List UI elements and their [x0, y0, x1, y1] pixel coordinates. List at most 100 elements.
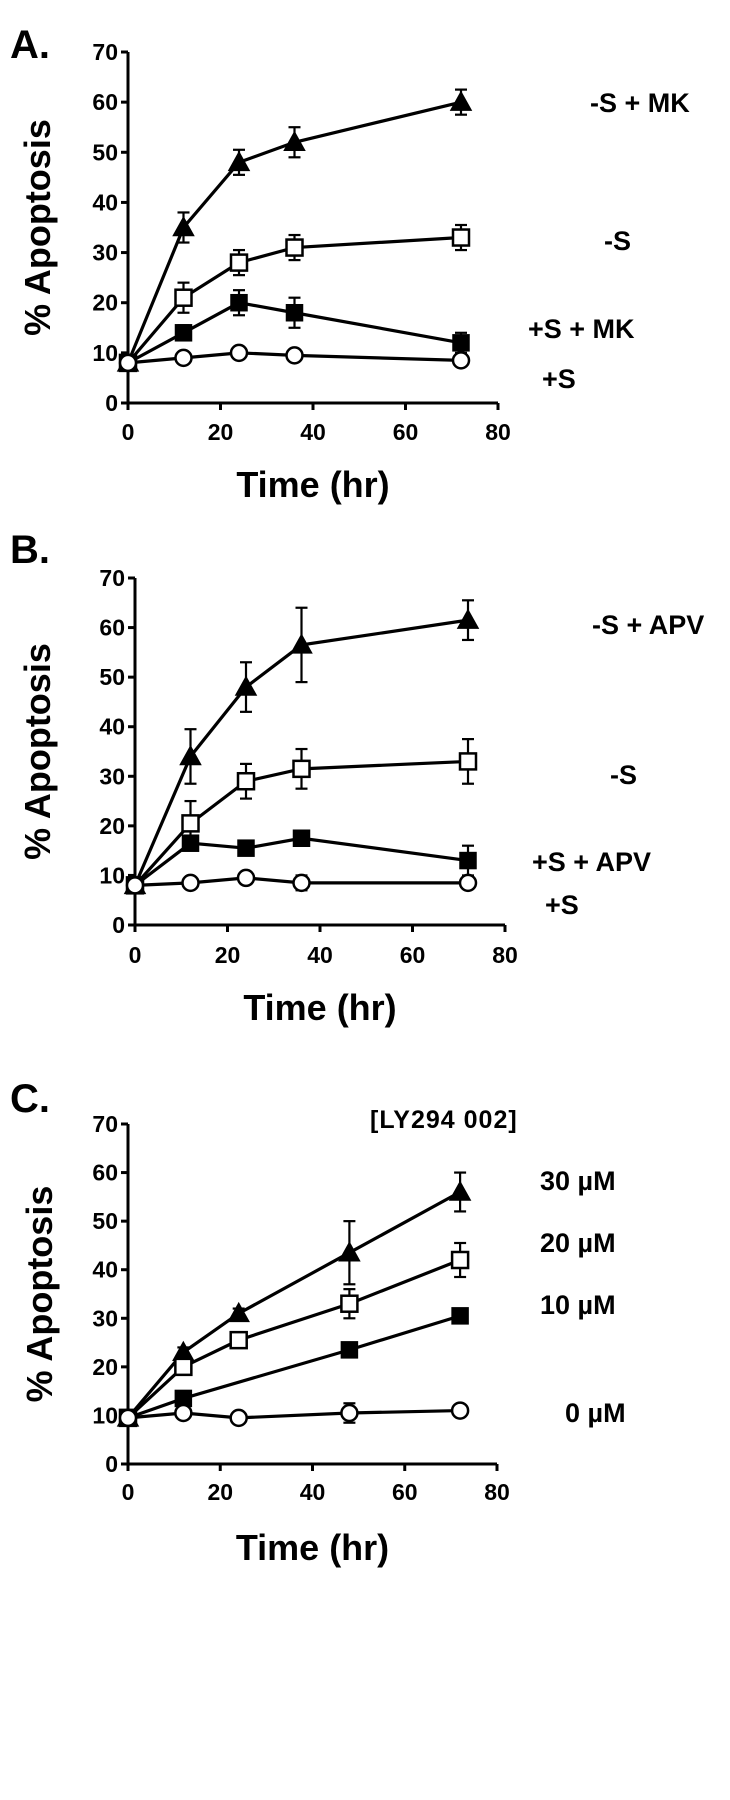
- panel-b: B. 0 10 20 30 40 50 60 70 0 20 40 60 80 Time (hr) % Apo…: [10, 528, 704, 1028]
- data-point: [227, 150, 251, 172]
- y-tick-label: 20: [92, 290, 118, 316]
- series-label: +S: [542, 364, 576, 394]
- data-point: [172, 1340, 195, 1362]
- x-tick-label: 40: [307, 942, 333, 968]
- series-label: -S + APV: [592, 610, 704, 640]
- y-tick-label: 10: [99, 862, 125, 888]
- x-tick-label: 80: [485, 419, 511, 445]
- panel-a: A. 0 10 20 30 40 50 60 70 0 20 40 60 80 Time (hr) % Apo…: [10, 23, 690, 505]
- data-point: [174, 324, 193, 342]
- x-tick-label: 60: [400, 942, 426, 968]
- data-point: [340, 1294, 359, 1313]
- data-point: [338, 1241, 361, 1262]
- y-tick-label: 0: [112, 912, 125, 938]
- x-tick-label: 80: [492, 942, 518, 968]
- series-label: -S + MK: [590, 88, 690, 118]
- y-tick-label: 20: [99, 813, 125, 839]
- series-3: +S: [125, 868, 579, 920]
- y-tick-label: 10: [92, 1402, 118, 1428]
- series-label: +S + APV: [532, 847, 651, 877]
- data-point: [340, 1403, 359, 1423]
- series-label: 20 µM: [540, 1228, 616, 1258]
- y-tick-label: 0: [105, 1451, 118, 1477]
- data-point: [174, 348, 193, 368]
- data-point: [227, 1301, 250, 1323]
- series-line: [126, 1190, 461, 1419]
- panel-c: C. 0 10 20 30 40 50 60 70 0 20 40 60 80 Time (hr) % Apo…: [10, 1077, 626, 1568]
- data-point: [236, 868, 256, 888]
- data-point: [172, 215, 195, 237]
- y-tick-label: 30: [92, 1305, 118, 1331]
- data-point: [450, 1250, 470, 1270]
- x-axis-title: Time (hr): [243, 987, 396, 1028]
- x-tick-label: 40: [300, 1479, 326, 1505]
- y-tick-label: 10: [92, 340, 118, 366]
- data-point: [229, 1408, 248, 1428]
- data-point: [451, 1307, 469, 1325]
- data-point: [340, 1341, 359, 1359]
- y-tick-label: 60: [92, 1160, 118, 1186]
- series-label: -S: [604, 226, 631, 256]
- y-axis-title: % Apoptosis: [17, 643, 58, 860]
- y-axis-title: % Apoptosis: [19, 1186, 60, 1403]
- data-point: [451, 351, 471, 370]
- y-tick-label: 20: [92, 1354, 118, 1380]
- x-tick-label: 0: [129, 942, 142, 968]
- series-1: -S: [125, 738, 637, 895]
- data-point: [181, 873, 200, 893]
- x-axis-title: Time (hr): [236, 1527, 389, 1568]
- y-tick-label: 70: [99, 565, 125, 591]
- data-point: [285, 303, 304, 322]
- data-point: [450, 1401, 470, 1420]
- data-point: [290, 633, 313, 654]
- data-point: [456, 608, 480, 629]
- data-point: [285, 346, 304, 365]
- data-point: [292, 829, 311, 847]
- x-tick-label: 60: [393, 419, 419, 445]
- legend-title: [LY294 002]: [370, 1106, 518, 1134]
- series-label: +S + MK: [528, 314, 635, 344]
- data-point: [283, 130, 306, 152]
- data-point: [174, 1357, 193, 1377]
- data-point: [229, 343, 249, 363]
- data-point: [451, 228, 471, 247]
- y-tick-label: 70: [92, 39, 118, 65]
- data-point: [448, 1180, 472, 1201]
- data-point: [181, 814, 200, 833]
- data-point: [179, 744, 202, 766]
- y-tick-label: 50: [92, 1208, 118, 1234]
- y-tick-label: 40: [92, 1257, 118, 1283]
- x-tick-label: 60: [392, 1479, 418, 1505]
- data-point: [452, 334, 470, 352]
- x-tick-label: 40: [300, 419, 326, 445]
- data-point: [458, 873, 478, 893]
- y-tick-label: 30: [92, 240, 118, 266]
- data-point: [181, 834, 200, 852]
- data-point: [125, 876, 145, 895]
- panel-letter: A.: [10, 23, 50, 67]
- series-label: -S: [610, 760, 637, 790]
- series-0: -S + APV: [123, 599, 704, 895]
- series-label: 0 µM: [565, 1398, 626, 1428]
- y-tick-label: 60: [92, 89, 118, 115]
- panel-letter: B.: [10, 528, 50, 572]
- x-tick-label: 0: [122, 1479, 135, 1505]
- panel-letter: C.: [10, 1077, 50, 1121]
- y-tick-label: 40: [99, 714, 125, 740]
- data-point: [118, 1408, 138, 1428]
- series-3: 0 µM: [118, 1398, 626, 1428]
- x-tick-label: 80: [484, 1479, 510, 1505]
- y-tick-label: 50: [99, 664, 125, 690]
- data-point: [292, 873, 311, 893]
- x-tick-label: 20: [207, 1479, 233, 1505]
- data-point: [236, 771, 256, 791]
- data-point: [174, 288, 193, 307]
- series-label: 10 µM: [540, 1290, 616, 1320]
- data-point: [292, 759, 311, 779]
- x-tick-label: 20: [208, 419, 234, 445]
- y-tick-label: 70: [92, 1111, 118, 1137]
- data-point: [449, 90, 473, 111]
- y-tick-label: 0: [105, 390, 118, 416]
- series-3: +S: [118, 343, 576, 394]
- data-point: [118, 353, 138, 373]
